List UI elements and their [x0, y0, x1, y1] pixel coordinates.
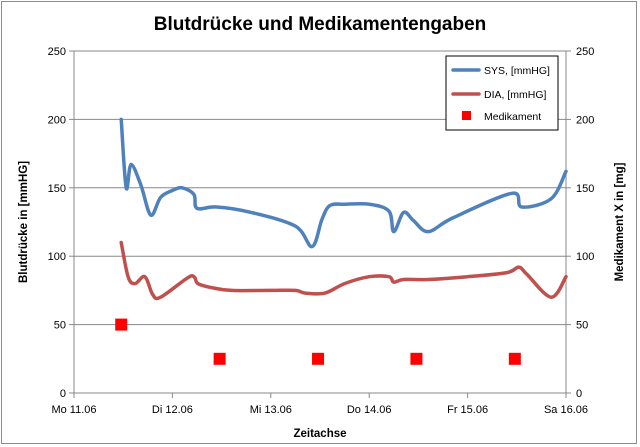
legend: SYS, [mmHG] DIA, [mmHG] Medikament [445, 55, 559, 131]
y2-tick-label: 100 [576, 251, 594, 263]
y2-tick-label: 50 [576, 320, 588, 332]
y-axis-right: 0 50 100 150 200 250 [566, 46, 594, 400]
x-tick-label: Mo 11.06 [51, 404, 96, 416]
x-axis-title: Zeitachse [293, 428, 346, 440]
y-tick-label: 50 [54, 320, 66, 332]
medikament-point [115, 318, 128, 331]
y2-tick-label: 200 [576, 114, 594, 126]
plot-area-border [73, 50, 567, 394]
y-tick-label: 0 [60, 388, 66, 400]
legend-sys-label: SYS, [mmHG] [484, 65, 550, 77]
y2-axis-title: Medikament X in [mg] [614, 162, 626, 281]
y-tick-label: 250 [48, 46, 66, 58]
series-line-sys [119, 117, 568, 249]
series-line-dia [119, 240, 568, 301]
y2-tick-label: 250 [576, 46, 594, 58]
x-tick-label: Mi 13.06 [250, 404, 292, 416]
legend-dia-label: DIA, [mmHG] [484, 89, 546, 101]
series-layer [115, 117, 568, 365]
x-tick-label: Sa 16.06 [544, 404, 588, 416]
y-tick-label: 200 [48, 114, 66, 126]
x-tick-label: Fr 15.06 [447, 404, 488, 416]
y2-tick-label: 0 [576, 388, 582, 400]
x-tick-label: Di 12.06 [152, 404, 193, 416]
x-tick-label: Do 14.06 [347, 404, 392, 416]
legend-medikament-label: Medikament [484, 111, 541, 123]
y-tick-label: 100 [48, 251, 66, 263]
legend-medikament-swatch [462, 111, 471, 120]
x-axis: Mo 11.06 Di 12.06 Mi 13.06 Do 14.06 Fr 15.06… [51, 393, 588, 416]
y-axis-title: Blutdrücke in [mmHG] [18, 161, 30, 283]
y-axis-left: 0 50 100 150 200 250 [48, 46, 74, 400]
chart-title: Blutdrücke und Medikamentengaben [154, 14, 487, 35]
y2-tick-label: 150 [576, 183, 594, 195]
medikament-point [508, 352, 521, 365]
medikament-point [410, 352, 423, 365]
y-tick-label: 150 [48, 183, 66, 195]
medikament-point [312, 352, 325, 365]
medikament-point [213, 352, 226, 365]
